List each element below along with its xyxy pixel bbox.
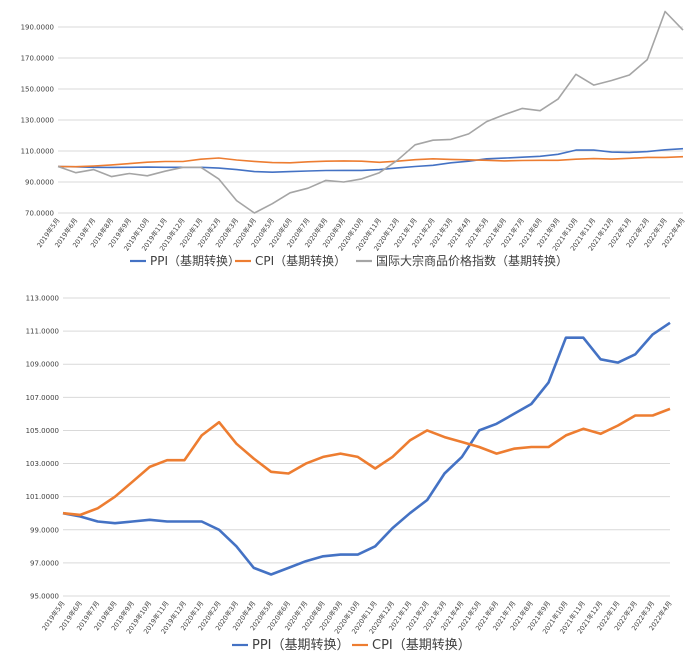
y-tick-labels: 95.0000 97.0000 99.0000 101.0000 103.0000 105… bbox=[26, 295, 59, 601]
top-line-chart: 70.0000 90.0000 110.0000 130.0000 150.0000 17… bbox=[21, 10, 687, 268]
y-tick-label: 109.0000 bbox=[26, 361, 59, 369]
y-tick-label: 190.0000 bbox=[21, 24, 54, 32]
y-tick-label: 70.0000 bbox=[25, 210, 54, 218]
series-line-1 bbox=[62, 407, 671, 517]
y-tick-label: 107.0000 bbox=[26, 394, 59, 402]
y-tick-label: 111.0000 bbox=[26, 328, 59, 336]
x-tick-labels: 2019年5月2019年6月2019年7月2019年8月2019年9月2019年… bbox=[35, 216, 687, 253]
series-lines bbox=[62, 321, 671, 576]
series-line-2 bbox=[57, 10, 684, 214]
y-tick-label: 99.0000 bbox=[30, 526, 59, 534]
series-line-0 bbox=[62, 321, 671, 576]
y-tick-label: 105.0000 bbox=[26, 427, 59, 435]
x-tick-labels: 2019年5月2019年6月2019年7月2019年8月2019年9月2019年… bbox=[40, 599, 674, 636]
y-tick-label: 130.0000 bbox=[21, 117, 54, 125]
series-line-0 bbox=[57, 147, 684, 173]
y-tick-label: 113.0000 bbox=[26, 295, 59, 303]
y-tick-label: 150.0000 bbox=[21, 86, 54, 94]
y-gridlines bbox=[58, 26, 683, 214]
legend-label: CPI（基期转换） bbox=[255, 253, 346, 268]
series-lines bbox=[57, 10, 684, 214]
y-tick-label: 170.0000 bbox=[21, 55, 54, 63]
y-tick-label: 95.0000 bbox=[30, 593, 59, 601]
legend-label: 国际大宗商品价格指数（基期转换） bbox=[376, 253, 568, 268]
series-line-1 bbox=[57, 155, 684, 168]
legend: PPI（基期转换） CPI（基期转换） bbox=[232, 638, 471, 653]
y-tick-label: 101.0000 bbox=[26, 493, 59, 501]
y-tick-labels: 70.0000 90.0000 110.0000 130.0000 150.0000 17… bbox=[21, 24, 54, 218]
legend-label: CPI（基期转换） bbox=[372, 638, 471, 653]
y-tick-label: 103.0000 bbox=[26, 460, 59, 468]
y-tick-label: 110.0000 bbox=[21, 148, 54, 156]
y-tick-label: 97.0000 bbox=[30, 559, 59, 567]
legend: PPI（基期转换） CPI（基期转换） 国际大宗商品价格指数（基期转换） bbox=[130, 253, 568, 268]
y-tick-label: 90.0000 bbox=[25, 179, 54, 187]
legend-label: PPI（基期转换） bbox=[150, 253, 240, 268]
bottom-line-chart: 95.0000 97.0000 99.0000 101.0000 103.0000 105… bbox=[26, 295, 674, 654]
legend-label: PPI（基期转换） bbox=[252, 638, 350, 653]
